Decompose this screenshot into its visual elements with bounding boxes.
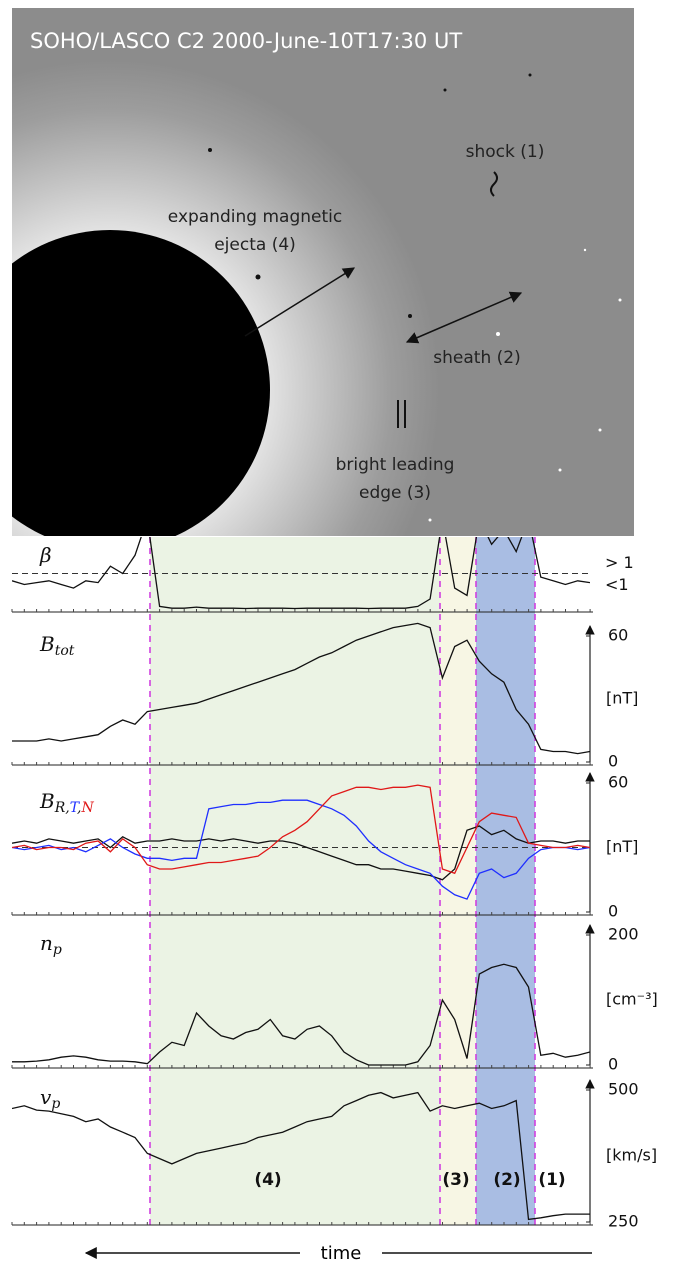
data-line bbox=[12, 963, 590, 1066]
sheath-arrow bbox=[405, 291, 523, 344]
region-label: (2) bbox=[493, 1170, 520, 1190]
y-label-base: B bbox=[39, 632, 55, 656]
edge-mark bbox=[397, 400, 406, 428]
y-label-base: B bbox=[39, 789, 55, 813]
data-line bbox=[12, 784, 590, 875]
y-label: β bbox=[39, 543, 52, 567]
x-axis-label: time bbox=[321, 1243, 362, 1264]
y-tick-label: 60 bbox=[608, 773, 628, 792]
y-label-sub: p bbox=[53, 942, 62, 958]
y-label-sep: , bbox=[65, 800, 69, 816]
data-line bbox=[12, 537, 590, 610]
y-label-base: n bbox=[40, 931, 53, 955]
y-label-sub: tot bbox=[55, 643, 75, 659]
y-label-sub: p bbox=[51, 1096, 60, 1112]
y-label-base: v bbox=[40, 1085, 52, 1109]
y-unit: [km/s] bbox=[606, 1146, 657, 1165]
panel: 060[nT]BR,T,N bbox=[11, 772, 638, 921]
data-line bbox=[12, 825, 590, 881]
annotation: shock (1) bbox=[466, 142, 545, 162]
annotation: ejecta (4) bbox=[214, 235, 296, 255]
y-label-base: β bbox=[39, 543, 52, 567]
y-unit: [nT] bbox=[606, 689, 638, 708]
y-unit: [cm⁻³] bbox=[606, 990, 658, 1009]
annotation: <1 bbox=[605, 575, 629, 594]
y-tick-label: 250 bbox=[608, 1212, 639, 1231]
y-tick-label: 0 bbox=[608, 902, 618, 921]
image-title: SOHO/LASCO C2 2000-June-10T17:30 UT bbox=[30, 29, 462, 53]
data-line bbox=[12, 1091, 590, 1221]
region-label: (3) bbox=[442, 1170, 469, 1190]
panel: 0 200 [cm⁻³] np bbox=[11, 924, 658, 1074]
annotation: edge (3) bbox=[359, 483, 431, 503]
y-label: vp bbox=[40, 1085, 60, 1113]
y-label: np bbox=[40, 931, 62, 959]
panels: > 1<1β060[nT]Btot060[nT]BR,T,N0200[cm⁻³]… bbox=[11, 537, 658, 1231]
data-line bbox=[12, 799, 590, 900]
annotation: expanding magnetic bbox=[168, 207, 342, 227]
region-label: (1) bbox=[538, 1170, 565, 1190]
ejecta-arrow bbox=[244, 267, 356, 337]
y-tick-label: 500 bbox=[608, 1080, 639, 1099]
y-label: BR,T,N bbox=[39, 789, 94, 817]
annotation: sheath (2) bbox=[433, 348, 520, 368]
y-unit: [nT] bbox=[606, 837, 638, 856]
y-tick-label: 60 bbox=[608, 626, 628, 645]
shock-mark bbox=[490, 171, 498, 197]
y-tick-label: 0 bbox=[608, 752, 618, 771]
data-line bbox=[12, 622, 590, 755]
annotation: > 1 bbox=[605, 553, 634, 572]
y-label-sep: , bbox=[77, 800, 81, 816]
legend-entry: N bbox=[80, 800, 94, 816]
y-tick-label: 200 bbox=[608, 925, 639, 944]
panel: 250 500 [km/s] vp bbox=[11, 1079, 657, 1231]
y-tick-label: 0 bbox=[608, 1055, 618, 1074]
panel: > 1 <1 β bbox=[11, 537, 634, 613]
y-label: Btot bbox=[39, 632, 75, 660]
annotation: bright leading bbox=[336, 455, 455, 475]
coronagraph-image bbox=[12, 8, 634, 536]
legend-entry: R bbox=[54, 800, 66, 816]
regions bbox=[149, 537, 536, 1225]
region-label: (4) bbox=[254, 1170, 281, 1190]
legend-entry: T bbox=[70, 800, 81, 816]
panel: 0 60 [nT] Btot bbox=[11, 622, 638, 771]
